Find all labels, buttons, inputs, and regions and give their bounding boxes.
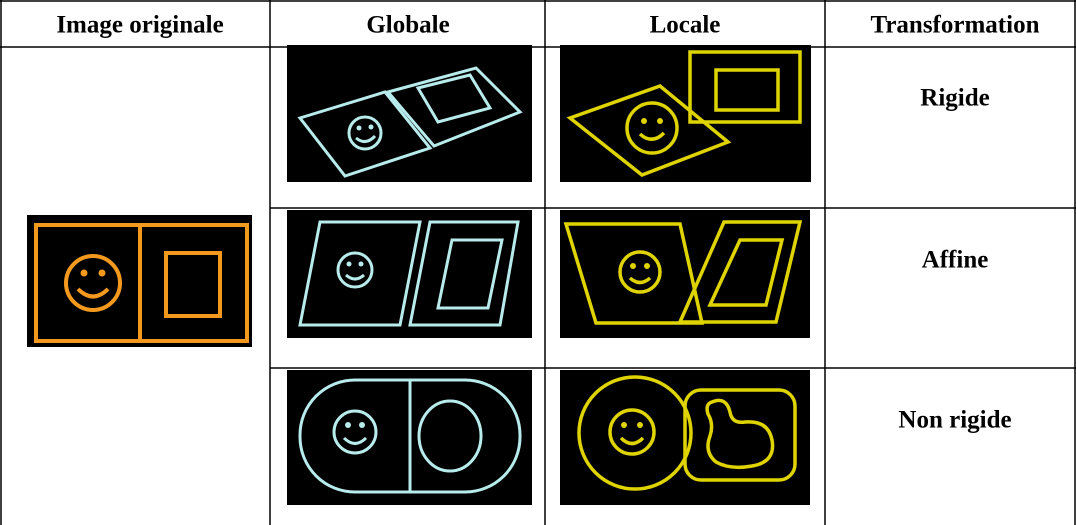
row-label: Non rigide <box>898 407 1011 434</box>
header-cell: Transformation <box>871 12 1040 39</box>
header-cell: Globale <box>366 12 449 39</box>
local-nonrigid-image <box>560 370 810 505</box>
row-label: Affine <box>922 247 989 274</box>
global-nonrigid-image <box>287 370 532 505</box>
local-affine-image <box>560 210 810 338</box>
global-rigid-image <box>287 45 532 182</box>
header-cell: Locale <box>650 12 721 39</box>
local-rigid-image <box>560 45 811 182</box>
header-cell: Image originale <box>56 12 223 39</box>
row-label: Rigide <box>920 85 989 112</box>
original-image <box>27 215 252 347</box>
global-affine-image <box>287 210 532 338</box>
